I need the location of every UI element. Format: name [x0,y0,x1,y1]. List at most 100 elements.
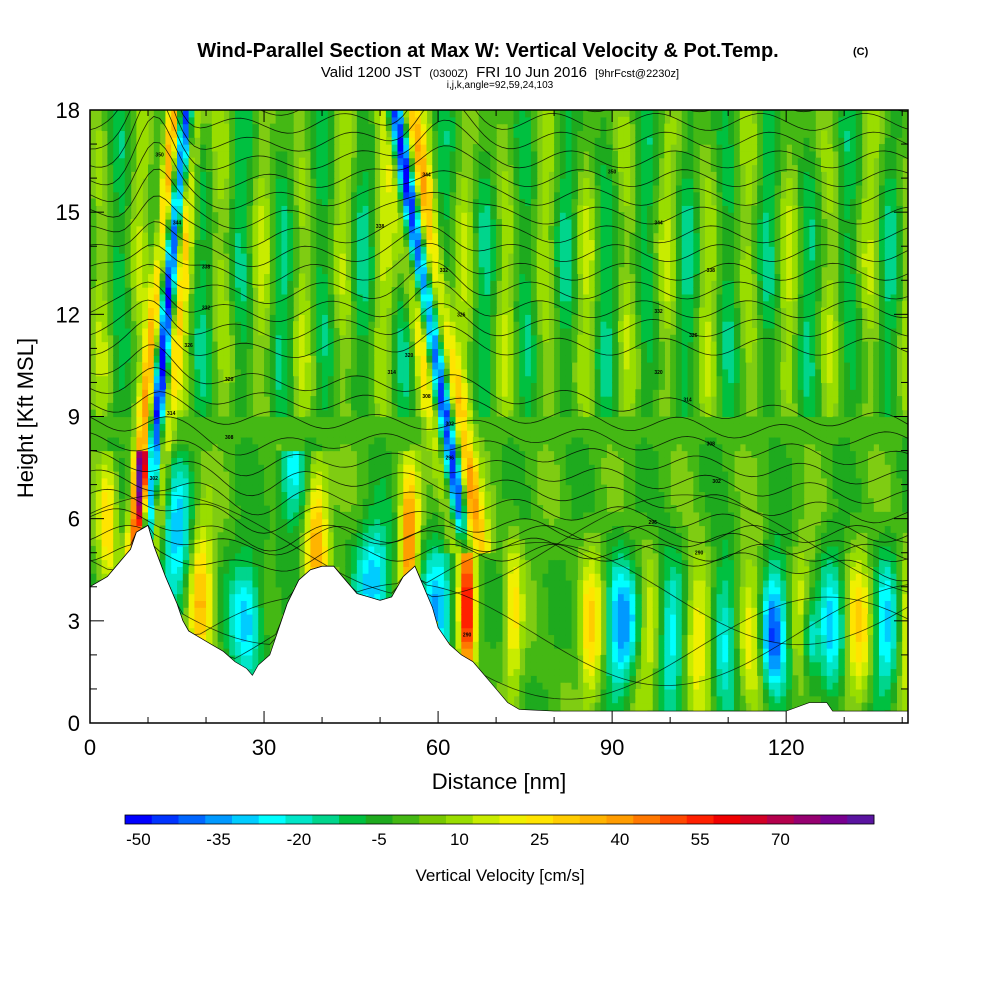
field-cell [130,518,138,527]
field-cell [229,157,236,166]
field-cell [200,525,207,533]
field-cell [223,443,230,452]
field-cell [455,450,462,458]
field-cell [536,607,544,615]
field-cell [275,266,283,275]
field-cell [281,287,288,295]
field-cell [101,511,108,520]
field-cell [188,266,196,275]
field-cell [235,416,242,424]
field-cell [136,470,143,479]
field-cell [269,436,277,445]
field-cell [119,232,126,241]
field-cell [409,212,416,220]
field-cell [252,150,259,159]
field-cell [455,382,462,390]
field-cell [356,232,364,241]
field-cell [188,586,196,595]
field-cell [113,321,120,329]
field-cell [246,334,254,343]
field-cell [397,498,404,506]
field-cell [432,532,439,540]
field-cell [490,593,497,601]
field-cell [113,368,120,377]
field-cell [519,389,526,397]
field-cell [385,423,393,431]
field-cell [304,457,312,465]
field-cell [351,409,358,418]
field-cell [159,321,167,329]
field-cell [484,239,491,247]
field-cell [484,648,491,656]
field-cell [217,600,225,608]
field-cell [177,498,184,506]
field-cell [281,450,288,458]
field-cell [432,362,439,370]
field-cell [467,518,474,527]
field-cell [217,416,225,424]
field-cell [269,457,277,465]
field-cell [246,184,254,193]
field-cell [107,130,114,138]
field-cell [351,293,358,302]
field-cell [264,457,271,465]
field-cell [304,375,312,384]
field-cell [252,212,259,220]
field-cell [333,525,341,533]
field-cell [478,600,486,608]
field-cell [519,164,526,172]
field-cell [182,450,190,458]
field-cell [287,334,294,343]
field-cell [362,157,370,166]
field-cell [258,198,265,206]
field-cell [124,314,132,322]
valid-date: FRI 10 Jun 2016 [476,64,587,81]
field-cell [246,239,254,247]
field-cell [229,178,236,186]
field-cell [235,130,242,138]
field-cell [391,505,399,513]
field-cell [165,396,172,404]
field-cell [269,368,277,377]
field-cell [119,409,126,418]
field-cell [171,171,178,179]
field-cell [182,566,190,574]
field-cell [519,450,526,458]
field-cell [235,518,242,527]
field-cell [101,539,108,547]
field-cell [414,130,422,138]
field-cell [443,416,451,424]
field-cell [165,116,172,125]
field-cell [507,627,515,636]
field-cell [397,573,404,581]
field-cell [171,362,178,370]
field-cell [356,416,364,424]
field-cell [368,280,375,288]
field-cell [513,518,520,527]
field-cell [496,232,503,241]
field-cell [240,300,248,309]
field-cell [200,253,207,261]
field-cell [130,273,138,281]
field-cell [269,416,277,424]
field-cell [264,552,271,561]
field-cell [496,116,503,125]
field-cell [206,539,213,547]
field-cell [472,259,480,268]
field-cell [264,246,271,254]
field-cell [90,579,97,588]
field-cell [217,573,225,581]
field-cell [385,110,393,118]
field-cell [229,511,236,520]
field-cell [322,396,329,404]
field-cell [356,191,364,200]
field-cell [281,280,288,288]
field-cell [496,389,503,397]
field-cell [246,416,254,424]
field-cell [356,205,364,213]
field-cell [159,362,167,370]
field-cell [258,477,265,486]
field-cell [525,430,532,438]
field-cell [351,307,358,315]
field-cell [165,287,172,295]
